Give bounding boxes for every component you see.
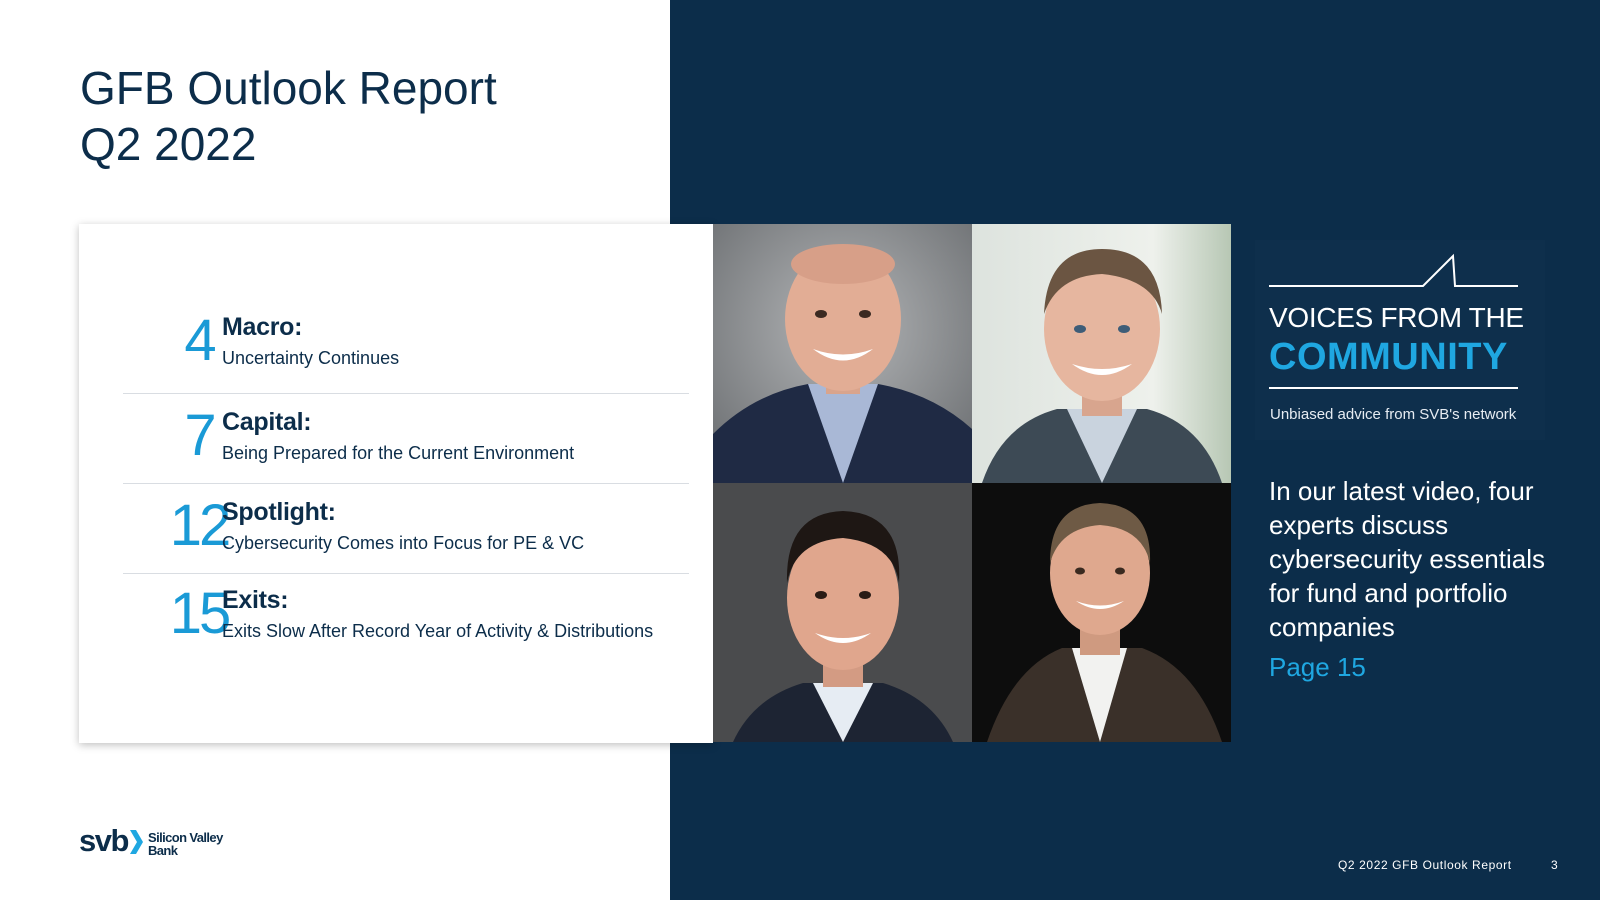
toc-heading: Exits: (222, 586, 289, 614)
title-line-2: Q2 2022 (80, 118, 257, 170)
toc-page-number: 7 (184, 403, 216, 468)
toc-subtitle: Being Prepared for the Current Environme… (222, 443, 575, 463)
toc-divider (123, 483, 689, 484)
toc-divider (123, 573, 689, 574)
chevron-right-icon (130, 830, 143, 854)
toc-heading: Spotlight: (222, 498, 336, 526)
voices-from-the-community-badge: VOICES FROM THE COMMUNITY Unbiased advic… (1255, 240, 1545, 440)
toc-page-number: 12 (169, 493, 232, 558)
toc-subtitle: Uncertainty Continues (222, 348, 400, 368)
expert-photo-3 (713, 483, 972, 742)
title-line-1: GFB Outlook Report (80, 62, 497, 114)
toc-subtitle: Cybersecurity Comes into Focus for PE & … (222, 533, 585, 553)
badge-line-1: VOICES FROM THE (1269, 302, 1524, 333)
toc-entry-macro[interactable]: 4 Macro: Uncertainty Continues (123, 303, 689, 391)
expert-photo-4 (972, 483, 1231, 742)
toc-subtitle: Exits Slow After Record Year of Activity… (222, 621, 654, 641)
badge-line-2: COMMUNITY (1269, 336, 1508, 378)
toc-heading: Macro: (222, 313, 303, 341)
table-of-contents: 4 Macro: Uncertainty Continues 7 Capital… (79, 224, 713, 743)
mountain-line-icon (1269, 253, 1518, 287)
toc-heading: Capital: (222, 408, 312, 436)
page-15-link[interactable]: Page 15 (1269, 652, 1366, 682)
toc-page-number: 15 (169, 581, 232, 646)
svb-wordmark: svb (79, 823, 129, 858)
toc-entry-capital[interactable]: 7 Capital: Being Prepared for the Curren… (123, 398, 689, 486)
svb-logo: svb Silicon Valley Bank (79, 823, 239, 859)
badge-tagline: Unbiased advice from SVB's network (1270, 406, 1517, 423)
badge-divider (1269, 387, 1518, 389)
video-description: In our latest video, four experts discus… (1269, 476, 1545, 642)
toc-entry-exits[interactable]: 15 Exits: Exits Slow After Record Year o… (123, 576, 689, 664)
expert-photo-2 (972, 224, 1231, 483)
portrait-icon (713, 483, 972, 742)
toc-divider (123, 393, 689, 394)
expert-photo-1 (713, 224, 972, 483)
footer-report-title: Q2 2022 GFB Outlook Report (1338, 858, 1512, 872)
page-title: GFB Outlook Report Q2 2022 (80, 60, 560, 172)
portrait-icon (972, 224, 1231, 483)
toc-entry-spotlight[interactable]: 12 Spotlight: Cybersecurity Comes into F… (123, 488, 689, 576)
toc-page-number: 4 (184, 308, 216, 373)
bank-name: Silicon Valley Bank (148, 830, 223, 858)
portrait-icon (713, 224, 972, 483)
portrait-icon (972, 483, 1231, 742)
expert-photo-grid (713, 224, 1231, 743)
footer-page-number: 3 (1551, 858, 1558, 872)
